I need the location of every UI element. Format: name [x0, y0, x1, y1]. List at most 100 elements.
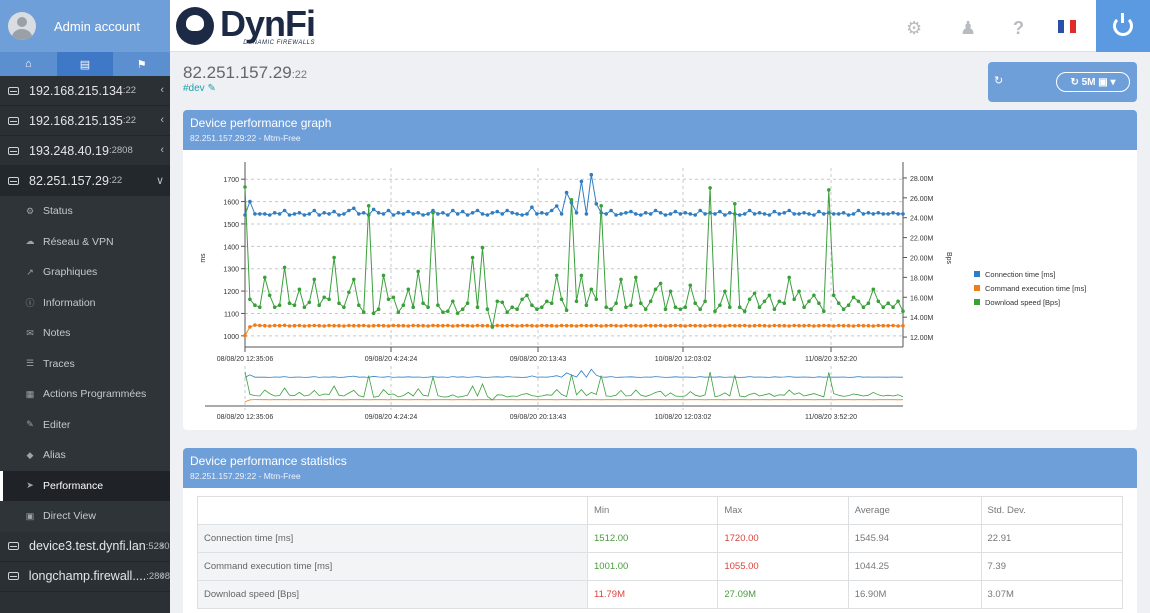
data-point [317, 213, 321, 217]
server-icon[interactable]: ▤ [56, 52, 114, 76]
y-tick-label: 1600 [223, 200, 239, 207]
data-point [693, 213, 697, 217]
sidebar-device-longchamp-firewall[interactable]: longchamp.firewall....:2808 ‹ [0, 562, 170, 592]
performance-chart[interactable]: 08/08/20 12:35:06 09/08/20 4:24:24 09/08/2… [183, 150, 1137, 430]
data-point [441, 323, 445, 328]
sidebar-item-graphiques[interactable]: ↗ Graphiques [0, 257, 170, 288]
sidebar-item-label: Performance [43, 479, 104, 492]
sidebar-item-label: Status [43, 205, 73, 218]
sidebar-item-information[interactable]: ⓘ Information [0, 287, 170, 318]
sidebar-item-traces[interactable]: ☰ Traces [0, 348, 170, 379]
data-point [465, 301, 470, 305]
data-point [772, 323, 777, 328]
data-point [396, 323, 401, 328]
chevron-left-icon[interactable]: ‹ [160, 144, 164, 156]
data-point [767, 213, 772, 217]
data-point [866, 323, 871, 328]
user-name: Admin account [54, 18, 140, 34]
sidebar-item-notes[interactable]: ✉ Notes [0, 318, 170, 349]
data-point [728, 305, 732, 309]
data-point [896, 324, 900, 328]
refresh-icon[interactable]: ↻ [994, 75, 1004, 87]
user-header[interactable]: Admin account [0, 0, 170, 52]
data-point [263, 323, 267, 328]
sidebar-device-192-168-215-134[interactable]: 192.168.215.134:22 ‹ [0, 76, 170, 106]
home-icon[interactable]: ⌂ [25, 58, 32, 70]
sidebar-item-alias[interactable]: ◆ Alias [0, 440, 170, 471]
data-point [733, 323, 737, 328]
data-point [554, 324, 559, 328]
data-point [332, 255, 336, 260]
data-point [297, 287, 302, 292]
help-icon[interactable]: ? [1013, 18, 1024, 38]
edit-icon[interactable]: ✎ [207, 83, 216, 94]
data-point [515, 324, 519, 328]
data-point [243, 333, 247, 338]
chevron-left-icon[interactable]: ‹ [160, 539, 164, 552]
device-tag[interactable]: #dev ✎ [183, 83, 216, 94]
sidebar-item-label: Information [43, 296, 96, 309]
data-point [836, 301, 841, 305]
flag-fr-icon[interactable] [1058, 20, 1076, 33]
device-ip: 82.251.157.29 [183, 63, 292, 82]
data-point [782, 301, 787, 305]
data-point [520, 323, 524, 328]
overview-tick-label: 08/08/20 12:35:06 [217, 414, 274, 421]
users-icon[interactable]: ♟ [960, 18, 977, 38]
data-point [282, 208, 287, 213]
sidebar-item-r-seau-vpn[interactable]: ☁ Réseau & VPN [0, 226, 170, 257]
data-point [376, 211, 381, 215]
refresh-interval-button[interactable]: ↻ 5M ▣ ▾ [1056, 72, 1130, 92]
x-tick-label: 10/08/20 12:03:02 [655, 356, 712, 363]
sidebar-item-editer[interactable]: ✎ Editer [0, 409, 170, 440]
chevron-left-icon[interactable]: ‹ [160, 84, 164, 96]
data-point [287, 324, 292, 328]
logo[interactable]: DynFi DYNAMIC FIREWALLS [176, 3, 316, 49]
sidebar-item-status[interactable]: ⚙ Status [0, 196, 170, 227]
data-point [475, 323, 480, 328]
gear-icon[interactable]: ⚙ [906, 18, 923, 38]
sidebar-device-193-248-40-19[interactable]: 193.248.40.19:2808 ‹ [0, 136, 170, 166]
data-point [391, 213, 396, 217]
sidebar-device-82-251-157-29[interactable]: 82.251.157.29:22 ∨ [0, 166, 170, 196]
sidebar-item-direct-view[interactable]: ▣ Direct View [0, 501, 170, 532]
sidebar-device-device3-test-dynfi-lan[interactable]: device3.test.dynfi.lan:5280 ‹ [0, 532, 170, 562]
power-button[interactable] [1096, 0, 1150, 52]
data-point [545, 299, 549, 304]
sidebar-item-label: Notes [43, 327, 71, 340]
data-point [668, 323, 673, 328]
data-point [609, 307, 613, 311]
sidebar-item-actions-programm-es[interactable]: ▦ Actions Programmées [0, 379, 170, 410]
y2-tick-label: 20.00M [910, 256, 934, 263]
data-point [718, 323, 722, 328]
chevron-down-icon[interactable]: ∨ [155, 175, 164, 187]
data-point [812, 213, 816, 217]
data-point [258, 212, 262, 216]
data-point [495, 323, 500, 328]
server-icon [8, 176, 19, 185]
data-point [807, 212, 811, 216]
data-point [574, 299, 579, 304]
data-point [708, 186, 712, 190]
data-point [901, 309, 905, 313]
chevron-left-icon[interactable]: ‹ [160, 569, 164, 582]
sidebar-item-performance[interactable]: ➤ Performance [0, 470, 170, 501]
data-point [243, 185, 247, 189]
tag-icon[interactable]: ⚑ [136, 58, 147, 71]
data-point [752, 212, 757, 216]
sidebar-device-192-168-215-135[interactable]: 192.168.215.135:22 ‹ [0, 106, 170, 136]
chevron-left-icon[interactable]: ‹ [160, 114, 164, 126]
data-point [376, 323, 381, 328]
tags-icon: ◆ [26, 449, 34, 460]
y2-tick-label: 26.00M [910, 196, 934, 203]
server-icon [8, 572, 19, 580]
data-point [520, 297, 524, 302]
data-point [376, 307, 381, 311]
data-point [762, 323, 767, 328]
data-point [619, 324, 623, 328]
data-point [267, 324, 272, 328]
column-header: Average [847, 496, 982, 525]
data-point [500, 212, 505, 216]
data-point [530, 303, 534, 307]
data-point [891, 211, 895, 215]
